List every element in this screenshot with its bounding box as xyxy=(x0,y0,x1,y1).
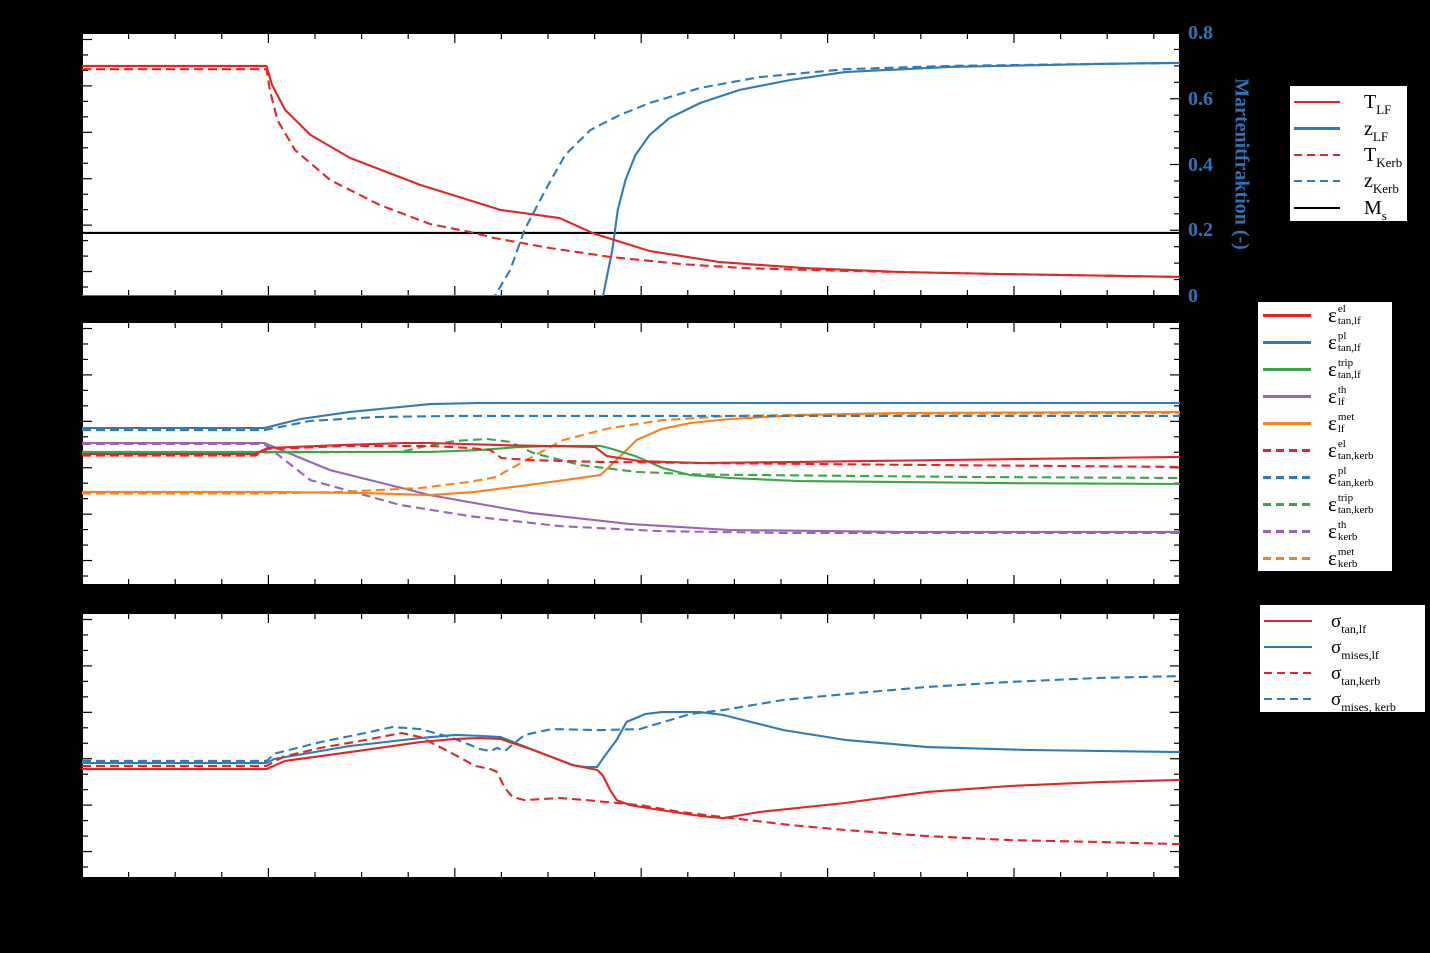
legend-label: ε trip tan,kerb xyxy=(1328,491,1374,516)
legend-label: T LF xyxy=(1364,91,1392,118)
legend-label: σ tan,kerb xyxy=(1331,662,1381,688)
legend-label: ε met kerb xyxy=(1328,545,1358,570)
legend-sample-solid-line xyxy=(1294,206,1340,209)
panel-strains xyxy=(82,322,1180,585)
panel-temperature-martensite xyxy=(82,33,1180,296)
legend-sample-solid-line xyxy=(1263,314,1311,317)
legend-entry-z_LF: z LF xyxy=(1290,115,1407,144)
series-eps_tan_lf_trip xyxy=(82,444,1180,486)
legend-entry-eps_lf_met: ε met lf xyxy=(1258,410,1392,437)
legend-label: ε pl tan,kerb xyxy=(1328,464,1374,489)
legend-label: ε trip tan,lf xyxy=(1328,356,1361,381)
chart-strains xyxy=(82,322,1180,585)
legend-sample-solid-line xyxy=(1263,341,1311,344)
legend-sample-solid-line xyxy=(1263,422,1311,425)
right-axis-tick-label-0.4: 0.4 xyxy=(1188,153,1213,176)
legend-label: σ mises,lf xyxy=(1331,636,1379,662)
axes-frame xyxy=(82,613,1180,878)
legend-sample-solid-line xyxy=(1294,127,1340,130)
legend-entry-sigma_mises_kerb: σ mises, kerb xyxy=(1260,686,1425,714)
legend-sample-dashed-line xyxy=(1263,530,1311,533)
legend-sample-dashed-line xyxy=(1263,476,1311,479)
series-z_LF xyxy=(82,61,1180,296)
series-eps_tan_kerb_pl xyxy=(82,414,1180,432)
right-axis-tick-label-0.2: 0.2 xyxy=(1188,219,1213,242)
legend-label: ε th lf xyxy=(1328,383,1347,408)
series-eps_tan_lf_pl xyxy=(82,401,1180,430)
legend-label: z Kerb xyxy=(1364,170,1399,197)
panel-stresses xyxy=(82,613,1180,878)
legend-sample-dashed-line xyxy=(1263,503,1311,506)
axes-frame xyxy=(82,33,1180,296)
legend-entry-eps_kerb_th: ε th kerb xyxy=(1258,518,1392,545)
legend-label: ε met lf xyxy=(1328,410,1355,435)
series-eps_lf_th xyxy=(82,441,1180,533)
series-sigma_tan_kerb xyxy=(82,731,1180,846)
legend-sample-dashed-line xyxy=(1264,697,1312,701)
right-axis-title-text: Martenitfraktion (-) xyxy=(1230,78,1253,250)
legend-sample-solid-line xyxy=(1264,619,1312,623)
legend-stresses: σ tan,lf σ mises,lf σ tan,kerb σ mises, kerb xyxy=(1259,604,1426,713)
legend-label: ε el tan,kerb xyxy=(1328,437,1374,462)
series-eps_tan_kerb_el xyxy=(82,444,1180,468)
legend-entry-eps_tan_kerb_pl: ε pl tan,kerb xyxy=(1258,464,1392,491)
legend-entry-sigma_tan_lf: σ tan,lf xyxy=(1260,608,1425,636)
legend-label: ε pl tan,lf xyxy=(1328,329,1361,354)
legend-entry-eps_tan_kerb_el: ε el tan,kerb xyxy=(1258,437,1392,464)
series-sigma_tan_lf xyxy=(82,737,1180,820)
series-eps_tan_kerb_trip xyxy=(82,437,1180,480)
legend-label: σ tan,lf xyxy=(1331,610,1367,636)
legend-label: ε el tan,lf xyxy=(1328,302,1361,327)
legend-sample-solid-line xyxy=(1263,368,1311,371)
legend-strains: ε el tan,lf ε pl tan,lf ε trip tan,lf ε th lf ε met lf… xyxy=(1257,301,1393,572)
legend-entry-eps_tan_lf_pl: ε pl tan,lf xyxy=(1258,329,1392,356)
series-T_LF xyxy=(82,64,1180,278)
legend-entry-T_Kerb: T Kerb xyxy=(1290,142,1407,170)
legend-sample-solid-line xyxy=(1263,395,1311,398)
legend-label: σ mises, kerb xyxy=(1331,688,1396,714)
chart-stresses xyxy=(82,613,1180,878)
legend-entry-sigma_tan_kerb: σ tan,kerb xyxy=(1260,660,1425,688)
legend-entry-eps_kerb_met: ε met kerb xyxy=(1258,545,1392,572)
series-z_Kerb xyxy=(82,61,1180,296)
series-eps_lf_met xyxy=(82,410,1180,497)
legend-entry-eps_tan_lf_el: ε el tan,lf xyxy=(1258,302,1392,329)
legend-sample-dashed-line xyxy=(1264,671,1312,675)
series-sigma_mises_kerb xyxy=(82,675,1180,762)
legend-entry-z_Kerb: z Kerb xyxy=(1290,168,1407,197)
right-axis-tick-label-0.6: 0.6 xyxy=(1188,87,1213,110)
right-axis-title: Martenitfraktion (-) xyxy=(1230,78,1253,250)
legend-sample-dashed-line xyxy=(1263,449,1311,452)
chart-temperature-martensite xyxy=(82,33,1180,296)
legend-label: T Kerb xyxy=(1364,143,1403,170)
legend-sample-dashed-line xyxy=(1263,557,1311,560)
legend-entry-eps_lf_th: ε th lf xyxy=(1258,383,1392,410)
right-axis-tick-label-0.8: 0.8 xyxy=(1188,22,1213,44)
series-eps_kerb_th xyxy=(82,442,1180,534)
legend-sample-dashed-line xyxy=(1294,153,1340,157)
right-axis-tick-label-0: 0 xyxy=(1188,285,1198,307)
series-sigma_mises_lf xyxy=(82,711,1180,769)
legend-sample-solid-line xyxy=(1264,645,1312,649)
legend-entry-sigma_mises_lf: σ mises,lf xyxy=(1260,634,1425,662)
legend-label: z LF xyxy=(1364,117,1389,144)
series-T_Kerb xyxy=(82,68,1180,278)
legend-sample-solid-line xyxy=(1294,101,1340,104)
legend-label: ε th kerb xyxy=(1328,518,1358,543)
legend-sample-dashed-line xyxy=(1294,180,1340,183)
legend-entry-eps_tan_kerb_trip: ε trip tan,kerb xyxy=(1258,491,1392,518)
legend-entry-T_LF: T LF xyxy=(1290,89,1407,118)
legend-entry-eps_tan_lf_trip: ε trip tan,lf xyxy=(1258,356,1392,383)
